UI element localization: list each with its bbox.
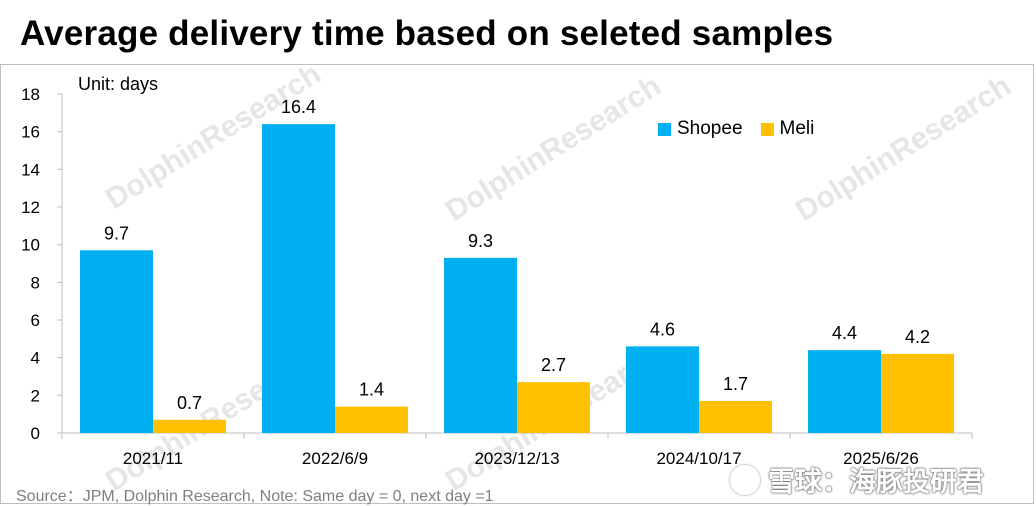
data-label-meli: 0.7: [177, 393, 202, 413]
x-tick-label: 2025/6/26: [843, 449, 919, 468]
brand-text: 雪球：海豚投研君: [768, 467, 984, 497]
bar-meli: [881, 353, 954, 433]
snowball-logo-icon: [730, 464, 760, 495]
bar-meli: [335, 406, 408, 433]
y-tick-label: 4: [31, 349, 40, 368]
y-tick-label: 16: [21, 123, 40, 142]
legend-item-shopee: Shopee: [658, 118, 743, 140]
bar-meli: [517, 382, 590, 433]
legend-swatch-meli: [760, 122, 774, 136]
x-tick-label: 2022/6/9: [302, 449, 368, 468]
chart-title: Average delivery time based on seleted s…: [20, 14, 834, 53]
data-label-meli: 1.4: [359, 380, 384, 400]
bar-shopee: [626, 346, 699, 433]
data-label-shopee: 4.4: [832, 323, 857, 343]
legend-swatch-shopee: [658, 122, 671, 136]
bar-shopee: [808, 350, 881, 433]
y-tick-label: 2: [31, 386, 40, 405]
bar-shopee: [80, 250, 153, 433]
y-tick-label: 14: [21, 160, 40, 179]
bar-shopee: [262, 124, 335, 433]
legend: Shopee Meli: [658, 118, 814, 140]
x-tick-label: 2023/12/13: [474, 449, 559, 468]
y-tick-label: 8: [31, 273, 40, 292]
data-label-shopee: 16.4: [281, 97, 316, 117]
bar-meli: [153, 419, 226, 433]
y-tick-label: 0: [31, 424, 40, 443]
data-label-meli: 4.2: [905, 327, 930, 347]
unit-label: Unit: days: [78, 74, 159, 94]
chart-frame: [0, 64, 1034, 504]
y-tick-label: 6: [31, 311, 40, 330]
bar-meli: [699, 400, 772, 433]
data-label-meli: 2.7: [541, 355, 566, 375]
y-tick-label: 10: [21, 236, 40, 255]
legend-label-shopee: Shopee: [677, 118, 743, 139]
bar-shopee: [444, 257, 517, 433]
data-label-shopee: 4.6: [650, 319, 675, 339]
y-tick-label: 18: [21, 85, 40, 104]
source-note: Source：JPM, Dolphin Research, Note: Same…: [16, 488, 494, 505]
legend-label-meli: Meli: [779, 118, 815, 139]
data-label-shopee: 9.3: [468, 231, 493, 251]
brand-watermark: 雪球：海豚投研君: [730, 460, 984, 499]
x-tick-label: 2024/10/17: [656, 449, 741, 468]
x-tick-label: 2021/11: [123, 449, 183, 468]
data-label-meli: 1.7: [723, 374, 748, 394]
legend-item-meli: Meli: [760, 118, 815, 140]
y-tick-label: 12: [21, 198, 40, 217]
data-label-shopee: 9.7: [104, 223, 129, 243]
